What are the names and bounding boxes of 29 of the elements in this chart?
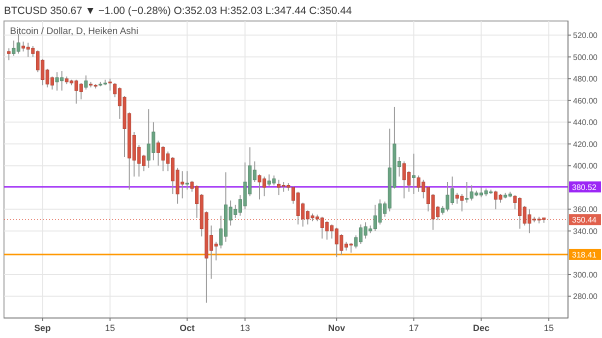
y-tick-label: 280.00 [573,292,598,302]
y-tick-label: 520.00 [573,31,598,40]
candlestick [412,153,416,194]
candlestick [185,170,189,190]
text: Bitcoin / Dollar, D, Heiken Ashi [10,26,138,37]
y-tick-label: 340.00 [573,226,598,236]
candlestick [108,78,112,92]
ref-line-label: 380.52 [572,182,598,192]
y-tick-label: 300.00 [573,270,598,280]
y-tick-label: 460.00 [573,96,598,106]
x-tick-label: 15 [544,323,554,333]
x-tick-label: Nov [328,323,346,333]
x-tick-label: Sep [34,323,52,333]
y-tick-label: 440.00 [573,118,598,128]
ref-line-label: 350.44 [572,216,598,225]
x-tick-label: 13 [240,323,250,333]
x-tick-label: Oct [180,323,195,333]
y-tick-label: 420.00 [573,140,598,149]
y-tick-label: 500.00 [573,52,598,62]
y-tick-label: 400.00 [573,162,598,171]
x-tick-label: 15 [105,323,116,333]
y-tick-label: 480.00 [573,74,598,84]
chart-title: BTCUSD 350.67 ▼ −1.00 (−0.28%) O:352.03 H:352.03 L:347.44 C:350.44 [4,5,352,17]
x-tick-label: 17 [408,323,419,333]
y-tick-label: 360.00 [573,205,598,214]
x-tick-label: Dec [472,323,490,333]
ref-line-label: 318.41 [572,250,598,260]
candlestick [7,48,11,61]
candlestick [84,74,88,90]
